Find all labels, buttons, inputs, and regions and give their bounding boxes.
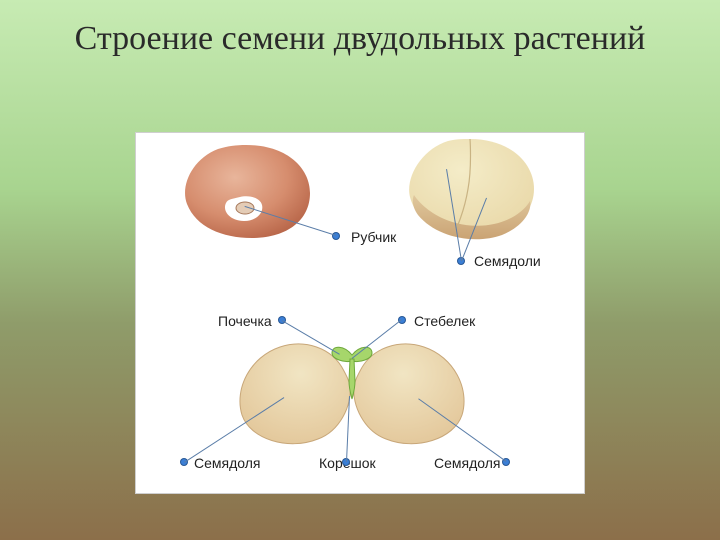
seed-whole (178, 141, 313, 241)
page-title: Строение семени двудольных растений (0, 0, 720, 61)
label-cotyledons: Семядоли (474, 253, 541, 269)
label-cotyledon-left: Семядоля (194, 455, 261, 471)
label-cotyledon-right: Семядоля (434, 455, 501, 471)
diagram: Рубчик Семядоли Почечка Стебелек Семядол… (135, 132, 585, 494)
label-plumule: Почечка (218, 313, 272, 329)
seed-open (232, 333, 472, 453)
label-stemlet: Стебелек (414, 313, 475, 329)
label-hilum: Рубчик (351, 229, 396, 245)
seed-half (406, 137, 536, 242)
title-text: Строение семени двудольных растений (75, 20, 646, 57)
